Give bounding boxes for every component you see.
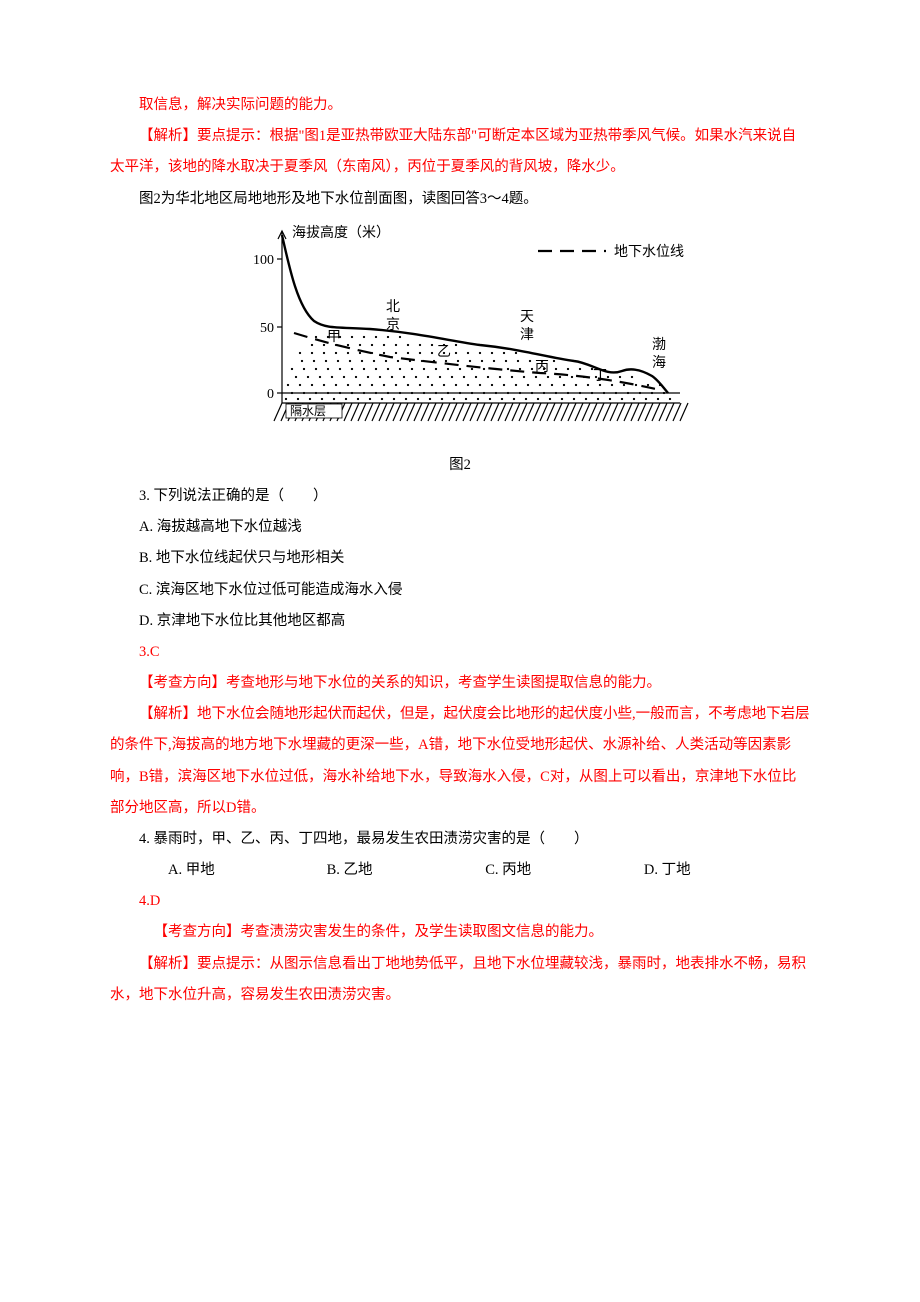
svg-text:隔水层: 隔水层 (290, 404, 326, 418)
svg-text:津: 津 (520, 327, 534, 343)
svg-text:丁: 丁 (593, 369, 607, 384)
q4-choices: A. 甲地 B. 乙地 C. 丙地 D. 丁地 (110, 855, 810, 886)
svg-text:乙: 乙 (437, 344, 451, 360)
svg-text:0: 0 (267, 387, 274, 402)
q3-choice-d: D. 京津地下水位比其他地区都高 (110, 606, 810, 637)
svg-text:海拔高度（米）: 海拔高度（米） (292, 224, 390, 241)
svg-text:50: 50 (260, 321, 274, 336)
q3-choice-b: B. 地下水位线起伏只与地形相关 (110, 543, 810, 574)
q3-choice-c: C. 滨海区地下水位过低可能造成海水入侵 (110, 575, 810, 606)
q4-analysis: 【解析】要点提示：从图示信息看出丁地地势低平，且地下水位埋藏较浅，暴雨时，地表排… (110, 949, 810, 1011)
q3-stem: 3. 下列说法正确的是（ ） (110, 481, 810, 512)
q3-analysis: 【解析】地下水位会随地形起伏而起伏，但是，起伏度会比地形的起伏度小些,一般而言，… (110, 699, 810, 824)
prev-analysis: 【解析】要点提示：根据"图1是亚热带欧亚大陆东部"可断定本区域为亚热带季风气候。… (110, 121, 810, 183)
q3-choice-a: A. 海拔越高地下水位越浅 (110, 512, 810, 543)
figure-2-caption: 图2 (110, 450, 810, 481)
svg-text:100: 100 (253, 253, 274, 268)
prev-ability-line: 取信息，解决实际问题的能力。 (110, 90, 810, 121)
svg-text:京: 京 (386, 317, 400, 333)
figure-2: 海拔高度（米） 100 50 0 隔水层 地下水位线北京 天津渤海 甲乙丙丁 (110, 221, 810, 448)
q4-choice-a: A. 甲地 (139, 855, 294, 886)
q3-direction: 【考查方向】考查地形与地下水位的关系的知识，考查学生读图提取信息的能力。 (110, 668, 810, 699)
svg-text:甲: 甲 (327, 330, 341, 345)
q4-choice-b: B. 乙地 (298, 855, 453, 886)
svg-text:海: 海 (652, 355, 666, 371)
svg-text:丙: 丙 (535, 360, 549, 375)
svg-text:地下水位线: 地下水位线 (614, 244, 684, 260)
q4-direction: 【考查方向】考查渍涝灾害发生的条件，及学生读取图文信息的能力。 (110, 917, 810, 948)
figure-intro: 图2为华北地区局地地形及地下水位剖面图，读图回答3～4题。 (110, 184, 810, 215)
q4-choice-d: D. 丁地 (615, 855, 770, 886)
svg-text:天: 天 (520, 310, 534, 325)
q4-choice-c: C. 丙地 (456, 855, 611, 886)
q4-answer: 4.D (110, 886, 810, 917)
q3-answer: 3.C (110, 637, 810, 668)
svg-text:北: 北 (386, 299, 400, 315)
q4-stem: 4. 暴雨时，甲、乙、丙、丁四地，最易发生农田渍涝灾害的是（ ） (110, 824, 810, 855)
svg-text:渤: 渤 (652, 337, 666, 353)
